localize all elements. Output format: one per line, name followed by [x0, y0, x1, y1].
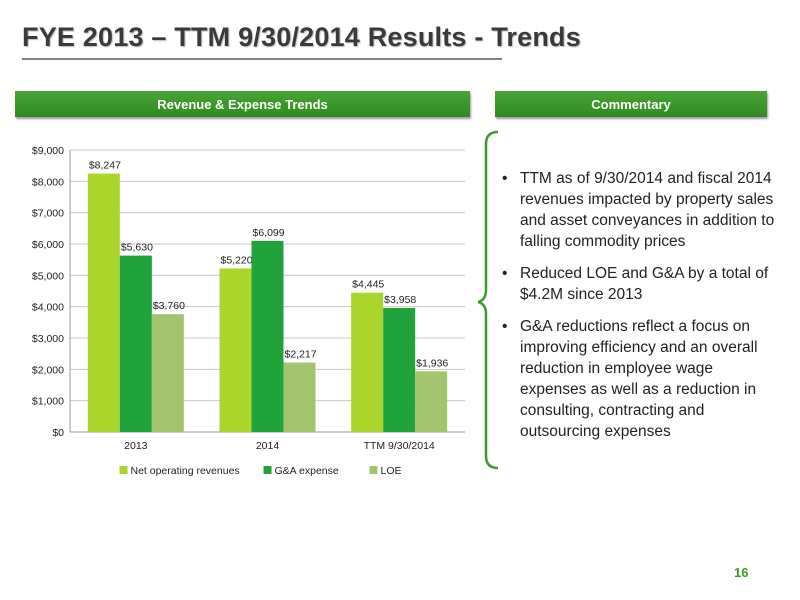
y-tick-label: $4,000: [32, 302, 64, 314]
bar: [283, 362, 316, 432]
commentary-text: Reduced LOE and G&A by a total of $4.2M …: [520, 265, 769, 303]
commentary-item: • TTM as of 9/30/2014 and fiscal 2014 re…: [498, 168, 783, 252]
commentary-text: TTM as of 9/30/2014 and fiscal 2014 reve…: [520, 170, 775, 250]
bar: [415, 371, 448, 432]
data-label: $5,220: [221, 254, 253, 266]
bar: [251, 240, 284, 432]
y-tick-label: $3,000: [32, 333, 64, 345]
commentary-banner-label: Commentary: [591, 96, 671, 112]
revenue-expense-banner-label: Revenue & Expense Trends: [157, 96, 328, 112]
data-label: $3,760: [153, 300, 185, 312]
legend-label: LOE: [381, 465, 402, 477]
legend-swatch: [119, 466, 128, 474]
data-label: $5,630: [121, 242, 153, 254]
bar: [351, 292, 384, 432]
x-tick-label: 2013: [124, 440, 148, 452]
data-label: $6,099: [253, 227, 285, 239]
data-label: $4,445: [352, 279, 384, 291]
bar: [119, 255, 152, 432]
page-number: 16: [734, 565, 749, 580]
bar: [219, 268, 252, 432]
x-tick-label: 2014: [256, 440, 280, 452]
commentary-banner: Commentary: [495, 91, 767, 117]
commentary-text: G&A reductions reflect a focus on improv…: [520, 318, 758, 440]
legend-swatch: [369, 466, 378, 474]
title-underline: [22, 58, 502, 60]
y-tick-label: $6,000: [32, 239, 64, 251]
revenue-expense-chart: $0 $1,000 $2,000 $3,000 $4,000 $5,000 $6,000 $7…: [32, 145, 465, 477]
bullet-icon: •: [502, 265, 508, 282]
y-tick-label: $0: [52, 427, 64, 439]
y-tick-label: $5,000: [32, 270, 64, 282]
y-tick-label: $7,000: [32, 208, 64, 220]
bracket-icon: [478, 130, 499, 470]
y-tick-label: $9,000: [32, 145, 64, 157]
commentary-item: • G&A reductions reflect a focus on impr…: [498, 316, 783, 442]
y-tick-label: $1,000: [32, 396, 64, 408]
data-label: $2,217: [285, 349, 317, 361]
commentary-item: • Reduced LOE and G&A by a total of $4.2…: [498, 263, 783, 305]
data-label: $8,247: [89, 160, 121, 172]
bar: [151, 314, 184, 432]
legend-label: G&A expense: [275, 465, 339, 477]
y-tick-label: $2,000: [32, 364, 64, 376]
x-tick-label: TTM 9/30/2014: [364, 440, 435, 452]
bar: [87, 173, 120, 432]
revenue-expense-banner: Revenue & Expense Trends: [15, 91, 470, 117]
legend-swatch: [263, 466, 272, 474]
legend-label: Net operating revenues: [131, 465, 240, 477]
bar: [383, 307, 416, 432]
bullet-icon: •: [502, 170, 508, 187]
y-tick-label: $8,000: [32, 176, 64, 188]
data-label: $1,936: [416, 357, 448, 369]
page-title: FYE 2013 – TTM 9/30/2014 Results - Trend…: [22, 22, 581, 52]
bullet-icon: •: [502, 318, 508, 335]
data-label: $3,958: [384, 294, 416, 306]
commentary-list: • TTM as of 9/30/2014 and fiscal 2014 re…: [498, 168, 783, 453]
